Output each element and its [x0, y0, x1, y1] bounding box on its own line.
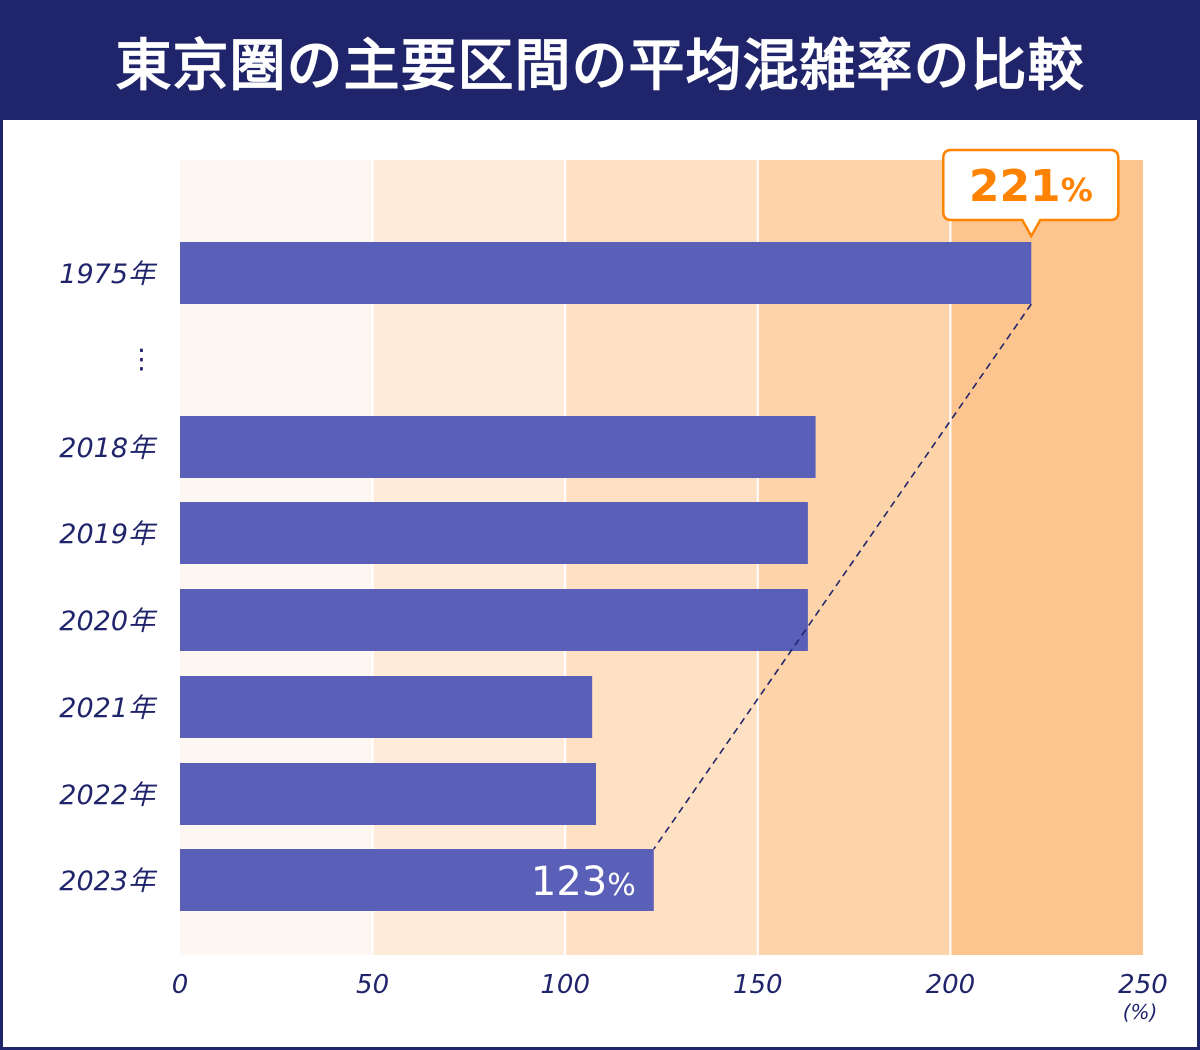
bar: [180, 242, 1032, 304]
callout-value-label: 221%: [969, 161, 1093, 212]
bar: [180, 676, 593, 738]
bar: [180, 589, 808, 651]
x-tick-label: 150: [733, 970, 783, 1000]
x-tick-label: 100: [540, 970, 590, 1000]
x-tick-label: 0: [172, 970, 189, 1000]
bar: [180, 763, 597, 825]
callout-box: [942, 148, 1120, 239]
bar-value-label: 123%: [531, 859, 636, 905]
bar: [180, 849, 654, 911]
bar: [180, 416, 816, 478]
x-tick-label: 250: [1118, 970, 1168, 1000]
chart-title: 東京圏の主要区間の平均混雑率の比較: [3, 3, 1197, 120]
category-label: 2023年: [59, 866, 158, 897]
connector-dashed-line: [653, 303, 1032, 850]
category-label: 2022年: [59, 780, 158, 811]
category-label: 1975年: [59, 259, 158, 290]
x-unit-label: (%): [1123, 1000, 1158, 1024]
category-label: 2019年: [59, 519, 158, 550]
category-label: 2018年: [59, 433, 158, 464]
category-label: 2020年: [59, 606, 158, 637]
category-label: ⋮: [128, 344, 155, 375]
x-tick-label: 50: [356, 970, 389, 1000]
bar: [180, 502, 808, 564]
x-tick-label: 200: [926, 970, 976, 1000]
category-label: 2021年: [59, 693, 158, 724]
